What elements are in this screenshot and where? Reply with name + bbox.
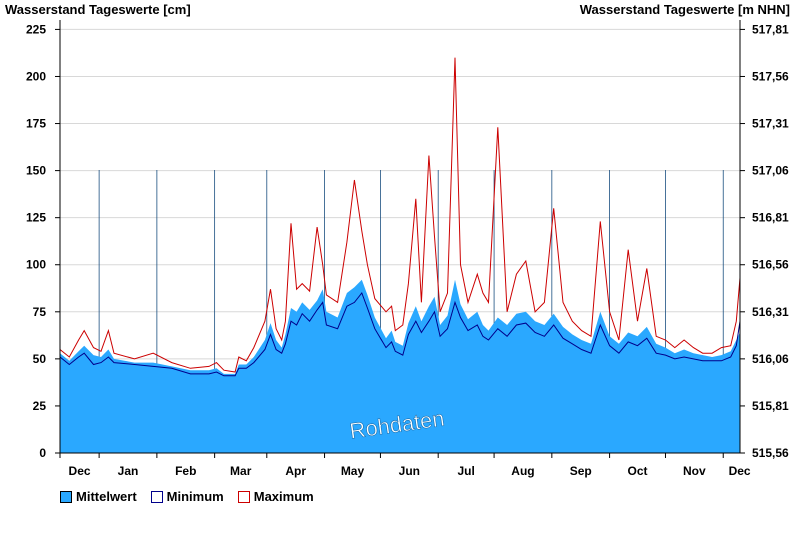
y-tick-label-right: 516,56 [752, 258, 789, 272]
y-tick-label-left: 100 [26, 258, 46, 272]
legend-label-maximum: Maximum [253, 489, 314, 504]
y-tick-label-left: 150 [26, 164, 46, 178]
y-tick-label-right: 517,81 [752, 22, 789, 36]
y-axis-title-right: Wasserstand Tageswerte [m NHN] [580, 2, 790, 17]
legend-swatch-mittelwert [60, 490, 72, 503]
legend-swatch-minimum [150, 490, 163, 503]
y-tick-label-right: 517,56 [752, 69, 789, 83]
x-tick-label: Nov [683, 464, 706, 478]
y-tick-label-left: 75 [33, 305, 47, 319]
y-tick-label-left: 25 [33, 399, 47, 413]
y-tick-label-left: 225 [26, 22, 46, 36]
y-tick-label-left: 175 [26, 117, 46, 131]
x-tick-label: Aug [511, 464, 534, 478]
series-line-maximum [59, 57, 741, 373]
legend-swatch-maximum [237, 490, 250, 503]
y-tick-label-right: 517,06 [752, 164, 789, 178]
series-area-mittelwert [60, 279, 740, 453]
y-ticks-left: 0 25 50 75 100 125 150 175 200 225 [26, 22, 60, 460]
x-ticks: Dec Jan Feb Mar Apr May Jun Jul Aug Sep Oct Nov Dec [59, 453, 751, 478]
y-tick-label-right: 516,81 [752, 211, 789, 225]
x-tick-label: Feb [175, 464, 196, 478]
x-tick-label: Mar [230, 464, 252, 478]
x-tick-label: Oct [628, 464, 648, 478]
x-tick-label: May [341, 464, 365, 478]
y-tick-label-right: 517,31 [752, 117, 789, 131]
y-tick-label-right: 516,31 [752, 305, 789, 319]
x-tick-label: Jan [118, 464, 139, 478]
x-tick-label: Dec [69, 464, 91, 478]
y-tick-label-right: 515,81 [752, 399, 789, 413]
y-tick-label-left: 200 [26, 69, 46, 83]
legend-label-mittelwert: Mittelwert [76, 489, 137, 504]
y-tick-label-left: 0 [39, 446, 46, 460]
y-tick-label-left: 50 [33, 352, 47, 366]
x-tick-label: Jun [399, 464, 420, 478]
legend-item-mittelwert: Mittelwert [60, 489, 137, 504]
legend-item-minimum: Minimum [150, 489, 224, 504]
y-tick-label-left: 125 [26, 211, 46, 225]
y-tick-label-right: 515,56 [752, 446, 789, 460]
grid-lines [60, 28, 740, 407]
x-tick-label: Jul [457, 464, 474, 478]
y-axis-title-left: Wasserstand Tageswerte [cm] [5, 2, 191, 17]
legend-item-maximum: Maximum [237, 489, 314, 504]
series-line-minimum [59, 291, 741, 377]
y-tick-label-right: 516,06 [752, 352, 789, 366]
x-tick-label: Dec [729, 464, 751, 478]
legend: Mittelwert Minimum Maximum [60, 489, 314, 504]
y-ticks-right: 515,56 515,81 516,06 516,31 516,56 516,81 517,… [740, 22, 789, 460]
legend-label-minimum: Minimum [166, 489, 224, 504]
x-tick-label: Sep [570, 464, 592, 478]
x-tick-label: Apr [285, 464, 306, 478]
